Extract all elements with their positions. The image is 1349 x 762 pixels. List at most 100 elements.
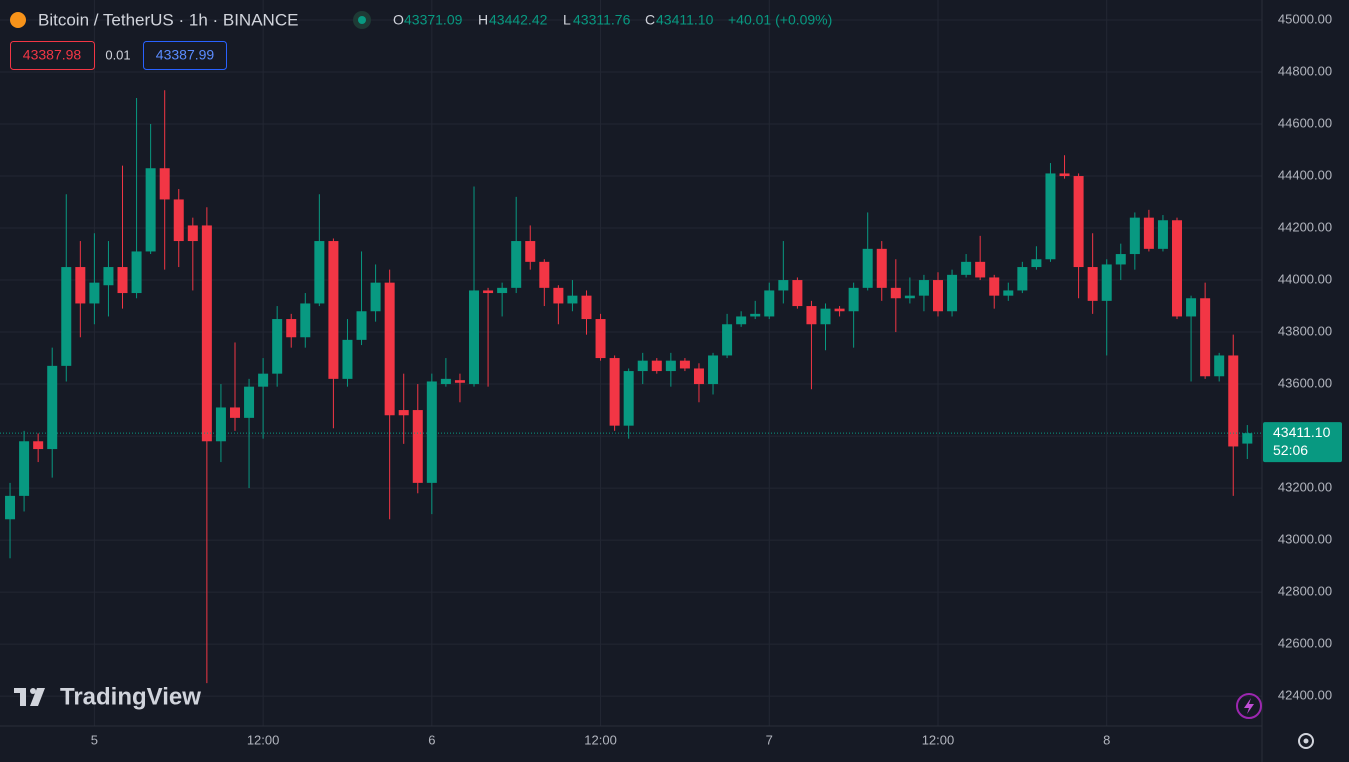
candle-body <box>1031 259 1042 268</box>
candle-body <box>187 225 198 242</box>
candle-body <box>764 290 775 317</box>
candle-body <box>932 280 943 312</box>
x-tick-label: 5 <box>91 732 98 747</box>
candle-body <box>47 365 58 450</box>
y-tick-label: 42800.00 <box>1278 584 1332 599</box>
candle-body <box>229 407 240 418</box>
last-price: 43411.10 <box>1273 424 1331 440</box>
candle-body <box>511 241 522 288</box>
candle-body <box>876 248 887 288</box>
candle-body <box>525 241 536 262</box>
candle-body <box>623 371 634 426</box>
y-tick-label: 42400.00 <box>1278 688 1332 703</box>
l-label: L <box>563 12 571 28</box>
y-tick-label: 44400.00 <box>1278 167 1332 182</box>
candle-body <box>244 386 255 418</box>
x-tick-label: 6 <box>428 732 435 747</box>
candle-body <box>173 199 184 242</box>
candle-body <box>272 319 283 374</box>
y-tick-label: 44200.00 <box>1278 219 1332 234</box>
candles <box>5 90 1253 684</box>
bid-box[interactable] <box>10 41 95 70</box>
h-value: 43442.42 <box>489 12 548 28</box>
o-value: 43371.09 <box>404 12 463 28</box>
candle-body <box>581 295 592 320</box>
l-value: 43311.76 <box>573 12 631 28</box>
candle-body <box>848 287 859 312</box>
bid: 43387.98 <box>23 47 82 63</box>
candle-body <box>609 358 620 426</box>
candle-body <box>820 308 831 325</box>
price-tag: 43411.10 52:06 <box>0 422 1342 463</box>
candle-body <box>708 355 719 385</box>
candle-body <box>201 225 212 442</box>
candle-body <box>497 287 508 294</box>
candle-body <box>412 410 423 483</box>
y-tick-label: 44000.00 <box>1278 271 1332 286</box>
candle-body <box>328 241 339 379</box>
candle-body <box>1143 217 1154 249</box>
candle-body <box>103 267 114 286</box>
candle-body <box>665 360 676 372</box>
y-tick-label: 45000.00 <box>1278 11 1332 26</box>
candle-body <box>1172 220 1183 317</box>
candle-body <box>961 261 972 275</box>
candle-body <box>384 282 395 416</box>
candle-body <box>637 360 648 372</box>
y-tick-label: 44800.00 <box>1278 63 1332 78</box>
candle-body <box>806 306 817 325</box>
logo-mark <box>30 688 36 694</box>
candle-body <box>1059 173 1070 177</box>
candle-body <box>736 316 747 325</box>
candle-body <box>314 241 325 304</box>
y-tick-label: 44600.00 <box>1278 115 1332 130</box>
candle-body <box>792 280 803 307</box>
symbol[interactable]: Bitcoin / TetherUS · 1h · BINANCE <box>38 10 298 29</box>
candle-body <box>975 261 986 278</box>
last-price-box <box>1263 422 1342 463</box>
candle-body <box>33 441 44 450</box>
y-tick-label: 43800.00 <box>1278 323 1332 338</box>
candle-body <box>286 319 297 338</box>
candle-body <box>595 319 606 359</box>
candle-body <box>1214 355 1225 377</box>
alert-bolt <box>1244 698 1254 714</box>
candle-body <box>61 267 72 366</box>
candle-body <box>117 267 128 294</box>
candle-body <box>440 378 451 385</box>
candle-body <box>356 311 367 340</box>
o-label: O <box>393 12 404 28</box>
spread: 0.01 <box>105 47 130 62</box>
candle-body <box>1157 220 1168 249</box>
candle-body <box>258 373 269 387</box>
h-label: H <box>478 12 488 28</box>
candle-body <box>1186 298 1197 317</box>
candle-body <box>890 287 901 299</box>
x-tick-label: 12:00 <box>247 732 280 747</box>
candle-body <box>19 441 30 496</box>
btc-icon <box>10 12 26 28</box>
y-tick-label: 42600.00 <box>1278 636 1332 651</box>
x-tick-label: 12:00 <box>584 732 617 747</box>
candle-body <box>1073 176 1084 268</box>
candle-body <box>1017 267 1028 291</box>
y-tick-label: 43200.00 <box>1278 480 1332 495</box>
candle-body <box>342 339 353 379</box>
candle-body <box>89 282 100 304</box>
candle-body <box>539 261 550 288</box>
candle-body <box>947 274 958 312</box>
candle-body <box>1101 264 1112 301</box>
ask-box[interactable] <box>143 41 227 70</box>
candle-body <box>131 251 142 294</box>
candle-body <box>904 295 915 299</box>
candle-body <box>159 168 170 200</box>
candle-body <box>483 290 494 294</box>
settings-icon[interactable] <box>1298 733 1314 749</box>
logo: TradingView <box>14 683 201 710</box>
alert-icon[interactable] <box>1236 693 1262 719</box>
candle-body <box>693 368 704 385</box>
candle-body <box>145 168 156 252</box>
change: +40.01 (+0.09%) <box>728 12 832 28</box>
ask: 43387.99 <box>156 47 215 63</box>
